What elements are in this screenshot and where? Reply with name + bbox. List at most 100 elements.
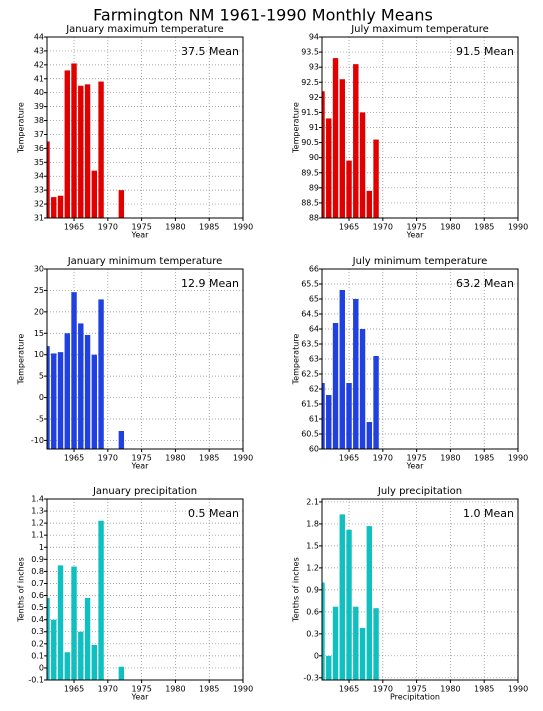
x-tick-label: 1975 bbox=[406, 454, 426, 463]
y-tick-label: 64.5 bbox=[301, 310, 319, 319]
x-tick-label: 1970 bbox=[373, 223, 393, 232]
chart-title: January precipitation bbox=[92, 486, 197, 497]
y-tick-label: 92.5 bbox=[301, 78, 319, 87]
y-tick-label: 1.1 bbox=[31, 531, 44, 540]
bar bbox=[57, 352, 64, 449]
x-tick-label: 1980 bbox=[440, 223, 460, 232]
y-tick-label: 44 bbox=[34, 33, 44, 42]
y-tick-label: 63 bbox=[309, 355, 319, 364]
x-tick-label: 1965 bbox=[64, 685, 84, 694]
bar bbox=[353, 64, 359, 218]
y-tick-label: 20 bbox=[34, 307, 44, 316]
y-axis-label: Tenths of inches bbox=[292, 557, 301, 623]
y-tick-label: 65 bbox=[309, 295, 319, 304]
y-tick-label: 0.1 bbox=[31, 651, 44, 660]
bar bbox=[78, 631, 84, 680]
bar bbox=[47, 346, 50, 449]
bar bbox=[373, 356, 379, 449]
annotation: 37.5 Mean bbox=[181, 45, 239, 58]
bar bbox=[51, 619, 57, 680]
chart: January maximum temperature 37.5 Mean Year… bbox=[17, 24, 254, 240]
y-tick-label: 91.5 bbox=[301, 108, 319, 117]
y-tick-label: 0.4 bbox=[31, 615, 44, 624]
x-tick-label: 1985 bbox=[199, 685, 219, 694]
y-tick-label: 0.3 bbox=[31, 627, 44, 636]
y-tick-label: 89.5 bbox=[301, 168, 319, 177]
annotation: 91.5 Mean bbox=[456, 45, 514, 58]
x-tick-label: 1980 bbox=[165, 454, 185, 463]
bar bbox=[373, 608, 379, 680]
y-axis-label: Tenths of inches bbox=[17, 557, 26, 623]
bars bbox=[47, 520, 125, 680]
y-tick-label: 0 bbox=[314, 651, 319, 660]
y-tick-label: 0 bbox=[39, 393, 44, 402]
bar bbox=[98, 81, 104, 218]
x-tick-label: 1985 bbox=[199, 223, 219, 232]
plot-frame bbox=[46, 36, 244, 219]
plot-frame bbox=[46, 498, 244, 681]
bar bbox=[366, 190, 373, 218]
bar bbox=[322, 383, 325, 449]
chart-title: January maximum temperature bbox=[65, 24, 224, 35]
y-tick-label: -0.1 bbox=[28, 676, 44, 685]
x-tick-label: 1965 bbox=[339, 454, 359, 463]
x-axis-label: Year bbox=[406, 231, 425, 240]
y-tick-label: 62 bbox=[309, 385, 319, 394]
chart: January minimum temperature 12.9 Mean Year… bbox=[17, 256, 254, 471]
bar bbox=[373, 139, 379, 218]
x-tick-label: 1980 bbox=[440, 454, 460, 463]
bar bbox=[71, 566, 77, 680]
x-tick-label: 1985 bbox=[199, 454, 219, 463]
bar bbox=[332, 323, 339, 449]
bar bbox=[118, 190, 125, 218]
bar bbox=[353, 606, 359, 680]
bar bbox=[322, 91, 325, 218]
y-tick-label: 66 bbox=[309, 265, 319, 274]
y-tick-label: 63.5 bbox=[301, 340, 319, 349]
chart-title: January minimum temperature bbox=[67, 256, 223, 267]
y-tick-label: 32 bbox=[34, 200, 44, 209]
y-tick-label: 90 bbox=[309, 153, 319, 162]
x-tick-label: 1965 bbox=[339, 223, 359, 232]
chart-title: July minimum temperature bbox=[352, 256, 488, 267]
x-tick-label: 1990 bbox=[233, 454, 253, 463]
bar bbox=[84, 335, 91, 449]
x-tick-label: 1965 bbox=[64, 223, 84, 232]
bar bbox=[51, 353, 57, 449]
y-tick-label: 1.3 bbox=[31, 507, 44, 516]
y-tick-label: 43 bbox=[34, 46, 44, 55]
y-tick-label: 0.5 bbox=[31, 603, 44, 612]
y-tick-label: 1.5 bbox=[306, 541, 319, 550]
y-tick-label: 41 bbox=[34, 74, 44, 83]
x-tick-label: 1990 bbox=[508, 454, 528, 463]
bar bbox=[332, 58, 339, 218]
y-tick-label: 5 bbox=[39, 372, 44, 381]
page-title: Farmington NM 1961-1990 Monthly Means bbox=[93, 6, 433, 25]
bars bbox=[322, 58, 379, 218]
x-axis-label: Precipitation bbox=[390, 693, 440, 702]
bar bbox=[64, 333, 70, 449]
x-tick-label: 1980 bbox=[165, 223, 185, 232]
y-tick-label: 0 bbox=[39, 663, 44, 672]
y-tick-label: 90.5 bbox=[301, 138, 319, 147]
x-tick-label: 1970 bbox=[98, 685, 118, 694]
bar bbox=[84, 84, 91, 218]
y-tick-label: 88 bbox=[309, 214, 319, 223]
plot-frame bbox=[321, 498, 519, 681]
y-tick-label: 39 bbox=[34, 102, 44, 111]
x-tick-label: 1970 bbox=[373, 454, 393, 463]
bar bbox=[78, 323, 84, 449]
y-tick-label: 1.2 bbox=[31, 519, 44, 528]
y-tick-label: 42 bbox=[34, 60, 44, 69]
bar bbox=[366, 422, 373, 449]
bar bbox=[47, 597, 50, 680]
y-tick-label: 93.5 bbox=[301, 48, 319, 57]
x-tick-label: 1965 bbox=[64, 454, 84, 463]
x-tick-label: 1965 bbox=[339, 685, 359, 694]
annotation: 63.2 Mean bbox=[456, 277, 514, 290]
bars bbox=[322, 290, 379, 449]
bar bbox=[359, 329, 366, 449]
y-tick-label: 0.6 bbox=[31, 591, 44, 600]
